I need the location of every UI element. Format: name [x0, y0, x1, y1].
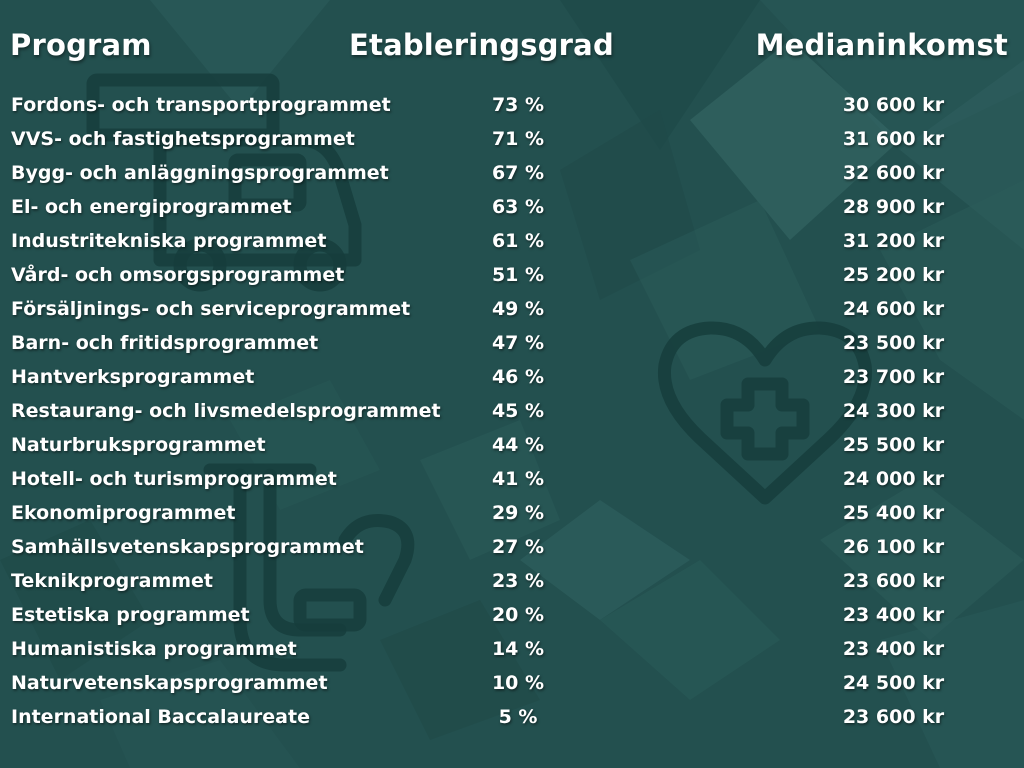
program-name: Hotell- och turismprogrammet	[11, 468, 337, 490]
etableringsgrad-value: 47 %	[491, 332, 545, 354]
etableringsgrad-value: 27 %	[491, 536, 545, 558]
program-name: Restaurang- och livsmedelsprogrammet	[11, 400, 441, 422]
etableringsgrad-value: 63 %	[491, 196, 545, 218]
medianinkomst-value: 24 500 kr	[842, 672, 945, 694]
program-name: El- och energiprogrammet	[11, 196, 292, 218]
etableringsgrad-value: 49 %	[491, 298, 545, 320]
etableringsgrad-value: 41 %	[491, 468, 545, 490]
program-name: Ekonomiprogrammet	[11, 502, 236, 524]
etableringsgrad-value: 29 %	[491, 502, 545, 524]
program-name: Bygg- och anläggningsprogrammet	[11, 162, 389, 184]
table-row: Bygg- och anläggningsprogrammet 67 % 32 60…	[0, 156, 1024, 190]
medianinkomst-value: 25 500 kr	[842, 434, 945, 456]
program-name: VVS- och fastighetsprogrammet	[11, 128, 355, 150]
table-row: Naturbruksprogrammet 44 % 25 500 kr	[0, 428, 1024, 462]
etableringsgrad-value: 46 %	[491, 366, 545, 388]
etableringsgrad-value: 44 %	[491, 434, 545, 456]
medianinkomst-value: 24 600 kr	[842, 298, 945, 320]
medianinkomst-value: 30 600 kr	[842, 94, 945, 116]
program-name: Estetiska programmet	[11, 604, 250, 626]
table-row: Fordons- och transportprogrammet 73 % 30 6…	[0, 88, 1024, 122]
table-row: Försäljnings- och serviceprogrammet 49 % 2…	[0, 292, 1024, 326]
medianinkomst-value: 28 900 kr	[842, 196, 945, 218]
table-row: Naturvetenskapsprogrammet 10 % 24 500 kr	[0, 666, 1024, 700]
medianinkomst-value: 23 400 kr	[842, 604, 945, 626]
table-row: Samhällsvetenskapsprogrammet 27 % 26 100 k…	[0, 530, 1024, 564]
etableringsgrad-value: 20 %	[491, 604, 545, 626]
table-row: Hotell- och turismprogrammet 41 % 24 000 k…	[0, 462, 1024, 496]
program-table: Fordons- och transportprogrammet 73 % 30 6…	[0, 88, 1024, 734]
program-name: Industritekniska programmet	[11, 230, 327, 252]
medianinkomst-value: 24 000 kr	[842, 468, 945, 490]
table-row: Estetiska programmet 20 % 23 400 kr	[0, 598, 1024, 632]
medianinkomst-value: 23 600 kr	[842, 570, 945, 592]
medianinkomst-value: 23 500 kr	[842, 332, 945, 354]
table-row: Industritekniska programmet 61 % 31 200 kr	[0, 224, 1024, 258]
etableringsgrad-value: 51 %	[491, 264, 545, 286]
etableringsgrad-value: 10 %	[491, 672, 545, 694]
heart-plus-icon	[657, 321, 873, 505]
header-program: Program	[10, 28, 152, 62]
etableringsgrad-value: 45 %	[491, 400, 545, 422]
program-name: Fordons- och transportprogrammet	[11, 94, 391, 116]
truck-icon	[86, 73, 362, 292]
table-row: Restaurang- och livsmedelsprogrammet 45 %…	[0, 394, 1024, 428]
table-row: Humanistiska programmet 14 % 23 400 kr	[0, 632, 1024, 666]
medianinkomst-value: 31 600 kr	[842, 128, 945, 150]
header-etableringsgrad: Etableringsgrad	[349, 28, 614, 62]
program-name: International Baccalaureate	[11, 706, 310, 728]
program-name: Vård- och omsorgsprogrammet	[11, 264, 345, 286]
etableringsgrad-value: 71 %	[491, 128, 545, 150]
etableringsgrad-value: 61 %	[491, 230, 545, 252]
medianinkomst-value: 24 300 kr	[842, 400, 945, 422]
program-name: Hantverksprogrammet	[11, 366, 255, 388]
program-name: Barn- och fritidsprogrammet	[11, 332, 319, 354]
table-row: VVS- och fastighetsprogrammet 71 % 31 600 …	[0, 122, 1024, 156]
medianinkomst-value: 25 200 kr	[842, 264, 945, 286]
medianinkomst-value: 26 100 kr	[842, 536, 945, 558]
medianinkomst-value: 31 200 kr	[842, 230, 945, 252]
table-row: Barn- och fritidsprogrammet 47 % 23 500 kr	[0, 326, 1024, 360]
etableringsgrad-value: 23 %	[491, 570, 545, 592]
medianinkomst-value: 23 700 kr	[842, 366, 945, 388]
program-name: Naturvetenskapsprogrammet	[11, 672, 328, 694]
table-row: Vård- och omsorgsprogrammet 51 % 25 200 kr	[0, 258, 1024, 292]
table-row: International Baccalaureate 5 % 23 600 kr	[0, 700, 1024, 734]
table-row: Hantverksprogrammet 46 % 23 700 kr	[0, 360, 1024, 394]
program-name: Försäljnings- och serviceprogrammet	[11, 298, 411, 320]
pipe-icon	[203, 463, 415, 672]
etableringsgrad-value: 14 %	[491, 638, 545, 660]
etableringsgrad-value: 73 %	[491, 94, 545, 116]
table-row: Ekonomiprogrammet 29 % 25 400 kr	[0, 496, 1024, 530]
header-medianinkomst: Medianinkomst	[755, 28, 1008, 62]
etableringsgrad-value: 67 %	[491, 162, 545, 184]
etableringsgrad-value: 5 %	[498, 706, 538, 728]
medianinkomst-value: 32 600 kr	[842, 162, 945, 184]
table-row: Teknikprogrammet 23 % 23 600 kr	[0, 564, 1024, 598]
medianinkomst-value: 23 400 kr	[842, 638, 945, 660]
table-row: El- och energiprogrammet 63 % 28 900 kr	[0, 190, 1024, 224]
medianinkomst-value: 25 400 kr	[842, 502, 945, 524]
program-name: Humanistiska programmet	[11, 638, 297, 660]
medianinkomst-value: 23 600 kr	[842, 706, 945, 728]
program-name: Naturbruksprogrammet	[11, 434, 266, 456]
program-name: Samhällsvetenskapsprogrammet	[11, 536, 364, 558]
program-name: Teknikprogrammet	[11, 570, 214, 592]
